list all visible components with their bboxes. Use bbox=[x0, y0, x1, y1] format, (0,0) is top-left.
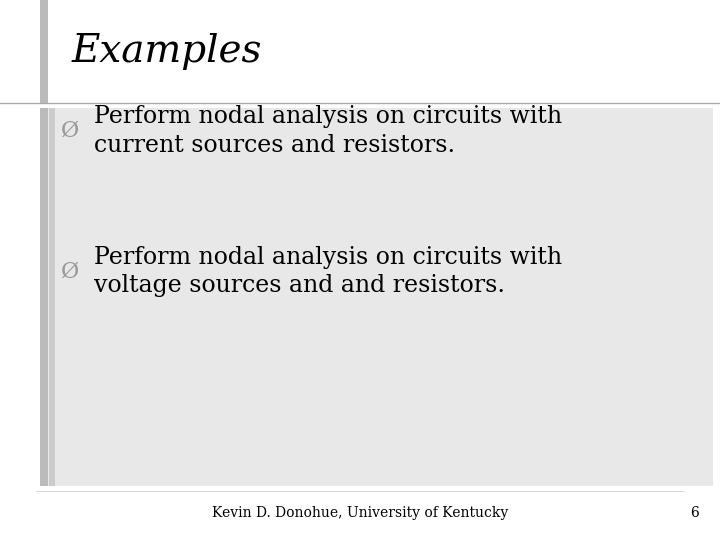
Text: Ø: Ø bbox=[61, 260, 79, 282]
Text: Kevin D. Donohue, University of Kentucky: Kevin D. Donohue, University of Kentucky bbox=[212, 506, 508, 520]
Text: 6: 6 bbox=[690, 506, 698, 520]
Bar bbox=[40, 108, 713, 486]
Text: Examples: Examples bbox=[72, 33, 263, 70]
Text: Perform nodal analysis on circuits with: Perform nodal analysis on circuits with bbox=[94, 105, 562, 128]
Bar bbox=[49, 108, 55, 486]
Bar bbox=[0, 0, 720, 103]
Text: voltage sources and and resistors.: voltage sources and and resistors. bbox=[94, 274, 505, 297]
Bar bbox=[40, 108, 48, 486]
Bar bbox=[40, 0, 48, 103]
Text: Ø: Ø bbox=[61, 120, 79, 142]
Text: Perform nodal analysis on circuits with: Perform nodal analysis on circuits with bbox=[94, 246, 562, 269]
Text: current sources and resistors.: current sources and resistors. bbox=[94, 134, 455, 157]
